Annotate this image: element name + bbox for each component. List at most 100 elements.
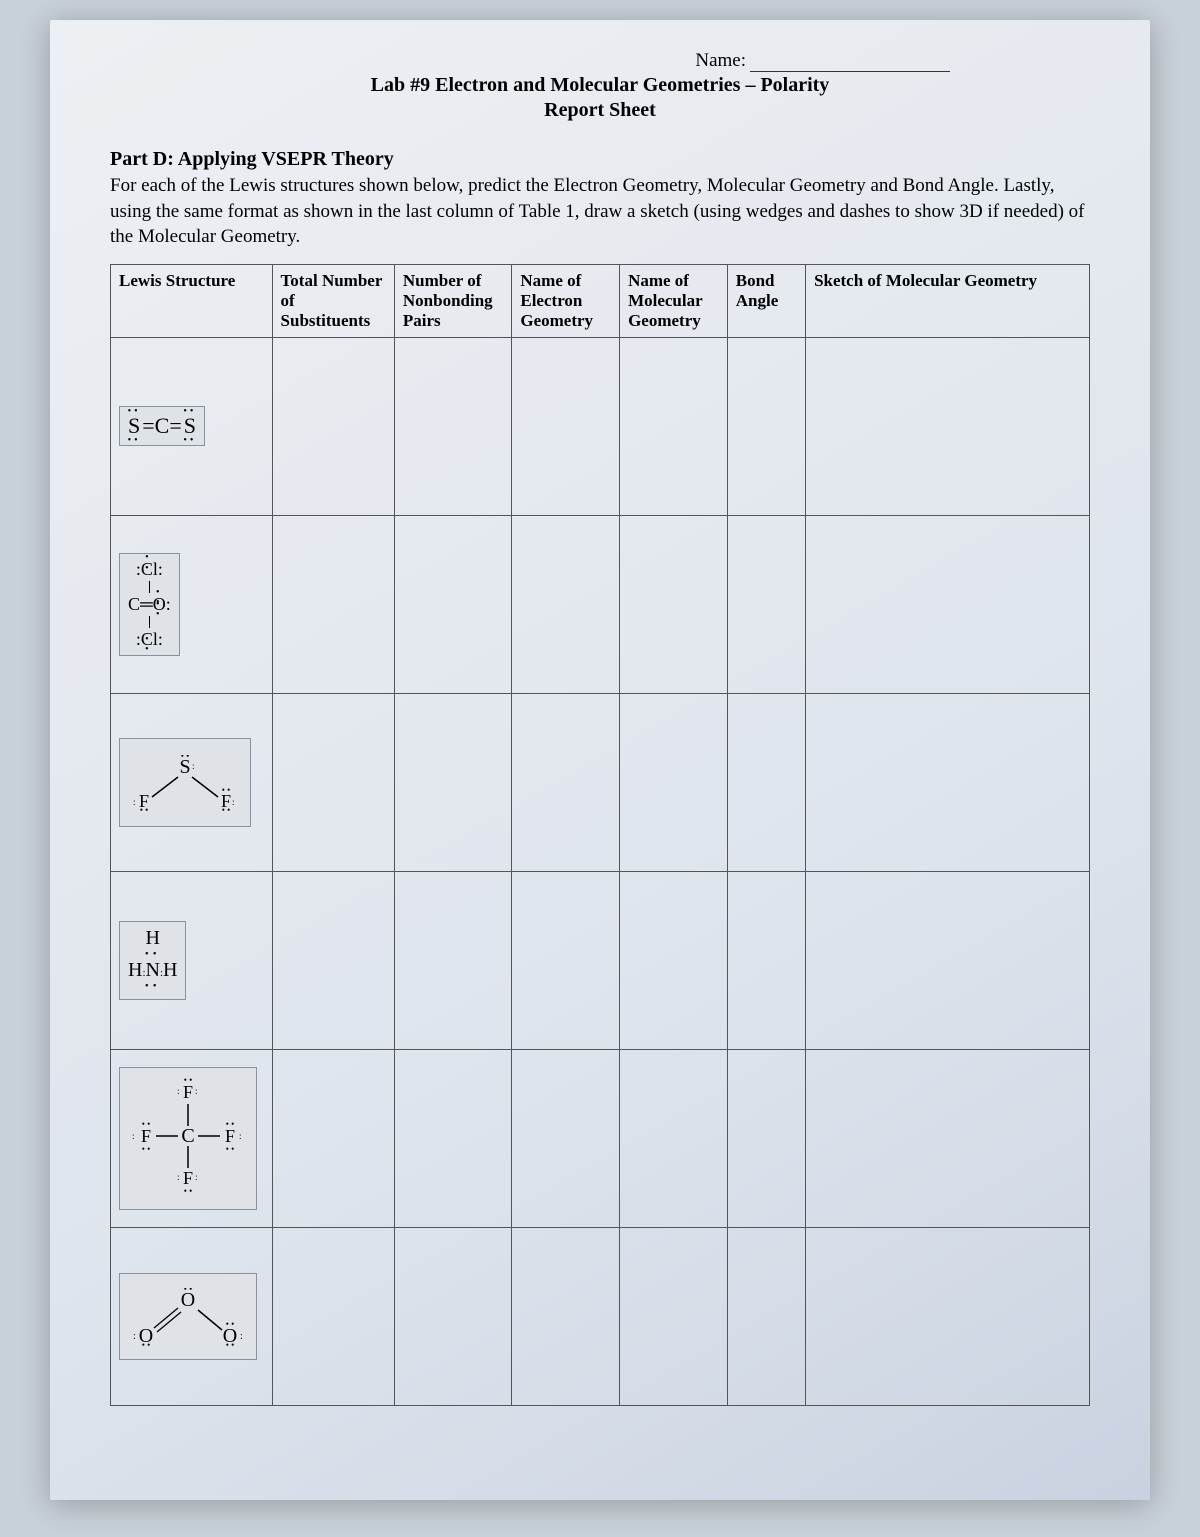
cell-bond-angle [727,1227,805,1405]
cell-bond-angle [727,871,805,1049]
svg-text::: : [232,797,235,807]
cell-bond-angle [727,693,805,871]
lewis-structure-nh3: H •• H:N:H •• [119,921,186,1000]
svg-text:• •: • • [140,805,149,813]
svg-text::: : [192,761,195,771]
lewis-structure-sf2: S • • : F : • • F : • • • • [119,738,251,827]
lewis-structure-scs: ••S•• =C= ••S•• [119,406,205,446]
svg-text::: : [239,1131,242,1141]
cell-sketch [806,693,1090,871]
cell-bond-angle [727,1049,805,1227]
cell-sketch [806,871,1090,1049]
part-heading: Part D: Applying VSEPR Theory [110,148,1090,171]
svg-text::: : [133,1331,136,1342]
cell-electron-geom [512,337,620,515]
svg-text:F: F [183,1168,193,1188]
svg-text::: : [133,797,136,807]
col-molecular-geom: Name of Molecular Geometry [620,264,728,337]
cell-sketch [806,515,1090,693]
cell-substituents [272,1049,394,1227]
name-blank [750,71,950,72]
table-header-row: Lewis Structure Total Number of Substitu… [111,264,1090,337]
cell-bond-angle [727,337,805,515]
svg-text:• •: • • [142,1144,151,1154]
svg-text:• •: • • [226,1340,235,1348]
vsepr-table: Lewis Structure Total Number of Substitu… [110,264,1090,1406]
cell-nonbonding [394,1227,511,1405]
svg-text::: : [240,1331,243,1342]
svg-text:• •: • • [226,1119,235,1129]
col-substituents: Total Number of Substituents [272,264,394,337]
lewis-structure-o3: O • • O : • • O : • • [119,1273,257,1360]
cell-molecular-geom [620,871,728,1049]
cell-nonbonding [394,693,511,871]
cell-molecular-geom [620,1049,728,1227]
cell-electron-geom [512,871,620,1049]
svg-text:• •: • • [222,805,231,813]
lewis-cell: S • • : F : • • F : • • • • [111,693,273,871]
cell-substituents [272,1227,394,1405]
svg-text:• •: • • [181,755,190,761]
svg-text::: : [177,1086,180,1096]
cell-electron-geom [512,1227,620,1405]
cell-substituents [272,871,394,1049]
lewis-cell: O • • O : • • O : • • [111,1227,273,1405]
svg-text:F: F [183,1082,193,1102]
table-row: ••S•• =C= ••S•• [111,337,1090,515]
cell-substituents [272,693,394,871]
col-sketch: Sketch of Molecular Geometry [806,264,1090,337]
svg-text:C: C [181,1125,194,1147]
sf2-svg: S • • : F : • • F : • • • • [130,755,240,813]
cell-nonbonding [394,515,511,693]
worksheet-page: Name: Lab #9 Electron and Molecular Geom… [50,20,1150,1500]
lewis-structure-cf4: C F :: • • F :: • • F : [119,1067,257,1210]
document-subtitle: Report Sheet [110,99,1090,122]
document-title: Lab #9 Electron and Molecular Geometries… [110,74,1090,97]
svg-text:• •: • • [184,1076,193,1085]
cell-bond-angle [727,515,805,693]
svg-text::: : [132,1131,135,1141]
lewis-cell: :• •Cl: C═• •O• •: :Cl• •: [111,515,273,693]
svg-text:F: F [225,1126,235,1146]
cf4-svg: C F :: • • F :: • • F : [128,1076,248,1196]
lewis-structure-cocl2: :• •Cl: C═• •O• •: :Cl• •: [119,553,180,656]
cell-sketch [806,337,1090,515]
svg-text:• •: • • [184,1186,193,1196]
table-row: C F :: • • F :: • • F : [111,1049,1090,1227]
svg-text:• •: • • [142,1340,151,1348]
cell-sketch [806,1227,1090,1405]
cell-nonbonding [394,871,511,1049]
cell-electron-geom [512,515,620,693]
table-row: S • • : F : • • F : • • • • [111,693,1090,871]
o3-svg: O • • O : • • O : • • [128,1288,248,1348]
name-label: Name: [695,50,746,71]
cell-substituents [272,515,394,693]
col-bond-angle: Bond Angle [727,264,805,337]
cell-sketch [806,1049,1090,1227]
table-row: H •• H:N:H •• [111,871,1090,1049]
part-instructions: For each of the Lewis structures shown b… [110,173,1090,250]
cell-molecular-geom [620,337,728,515]
cell-nonbonding [394,1049,511,1227]
svg-text:• •: • • [226,1319,235,1329]
col-lewis: Lewis Structure [111,264,273,337]
lewis-cell: C F :: • • F :: • • F : [111,1049,273,1227]
cell-molecular-geom [620,515,728,693]
cell-electron-geom [512,1049,620,1227]
svg-text::: : [195,1172,198,1182]
svg-text::: : [195,1086,198,1096]
svg-text::: : [177,1172,180,1182]
table-row: :• •Cl: C═• •O• •: :Cl• •: [111,515,1090,693]
cell-electron-geom [512,693,620,871]
svg-text:F: F [141,1126,151,1146]
svg-text:• •: • • [142,1119,151,1129]
name-field-line: Name: [110,50,950,72]
cell-nonbonding [394,337,511,515]
cell-molecular-geom [620,693,728,871]
svg-text:• •: • • [226,1144,235,1154]
cell-molecular-geom [620,1227,728,1405]
lewis-cell: H •• H:N:H •• [111,871,273,1049]
cell-substituents [272,337,394,515]
col-nonbonding: Number of Nonbonding Pairs [394,264,511,337]
col-electron-geom: Name of Electron Geometry [512,264,620,337]
